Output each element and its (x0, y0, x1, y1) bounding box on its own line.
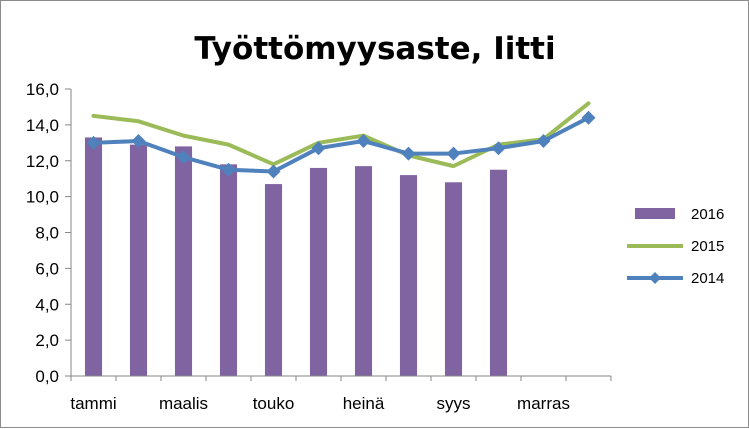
legend-label-2015: 2015 (691, 238, 724, 255)
marker-2014-elo (401, 146, 416, 161)
bar-2016-heinä (354, 166, 373, 376)
y-tick-label: 4,0 (35, 295, 59, 314)
bar-2016-loka (489, 169, 508, 376)
marker-2014-touko (266, 164, 281, 179)
line-2015 (91, 101, 591, 169)
marker-2014-marras (536, 134, 551, 149)
y-tick-label: 14,0 (26, 116, 59, 135)
bar-2016-maalis (174, 146, 193, 376)
bar-2016-touko (264, 184, 283, 376)
tick-labels: 0,0 2,0 4,0 6,0 8,0 10,0 12,0 14,0 16,0 tammi maal… (26, 80, 570, 413)
bar-series (84, 137, 508, 376)
marker-2014-heinä (356, 134, 371, 149)
legend: 2016 2015 2014 (627, 206, 724, 287)
axes (65, 88, 612, 381)
x-tick-label: heinä (343, 394, 385, 413)
legend-swatch-2016 (635, 208, 675, 219)
marker-2014-syys (446, 146, 461, 161)
y-tick-label: 12,0 (26, 152, 59, 171)
marker-2014-kesä (311, 141, 326, 156)
line-series (86, 101, 596, 179)
bar-2016-kesä (309, 167, 328, 376)
marker-2014-joulu (581, 110, 596, 125)
legend-label-2016: 2016 (691, 206, 724, 223)
marker-2014-maalis (176, 150, 191, 165)
line-2014 (91, 115, 591, 174)
x-tick-label: maalis (159, 394, 208, 413)
bar-2016-elo (399, 175, 418, 376)
bar-2016-syys (444, 182, 463, 376)
marker-2014-huhti (221, 162, 236, 177)
marker-2014-loka (491, 141, 506, 156)
y-tick-label: 10,0 (26, 188, 59, 207)
legend-marker-2014 (649, 272, 661, 284)
y-tick-label: 0,0 (35, 367, 59, 386)
y-tick-label: 2,0 (35, 331, 59, 350)
legend-label-2014: 2014 (691, 270, 724, 287)
bar-2016-huhti (219, 164, 238, 376)
chart-title: Työttömyysaste, Iitti (194, 31, 555, 67)
y-tick-label: 16,0 (26, 80, 59, 99)
y-tick-label: 8,0 (35, 224, 59, 243)
bar-2016-helmi (129, 144, 148, 376)
marker-2014-helmi (131, 134, 146, 149)
x-tick-label: syys (437, 394, 471, 413)
y-tick-label: 6,0 (35, 259, 59, 278)
bar-2016-tammi (84, 137, 103, 376)
marker-2014-tammi (86, 135, 101, 150)
x-tick-label: touko (253, 394, 295, 413)
x-tick-label: tammi (70, 394, 116, 413)
x-tick-label: marras (517, 394, 570, 413)
